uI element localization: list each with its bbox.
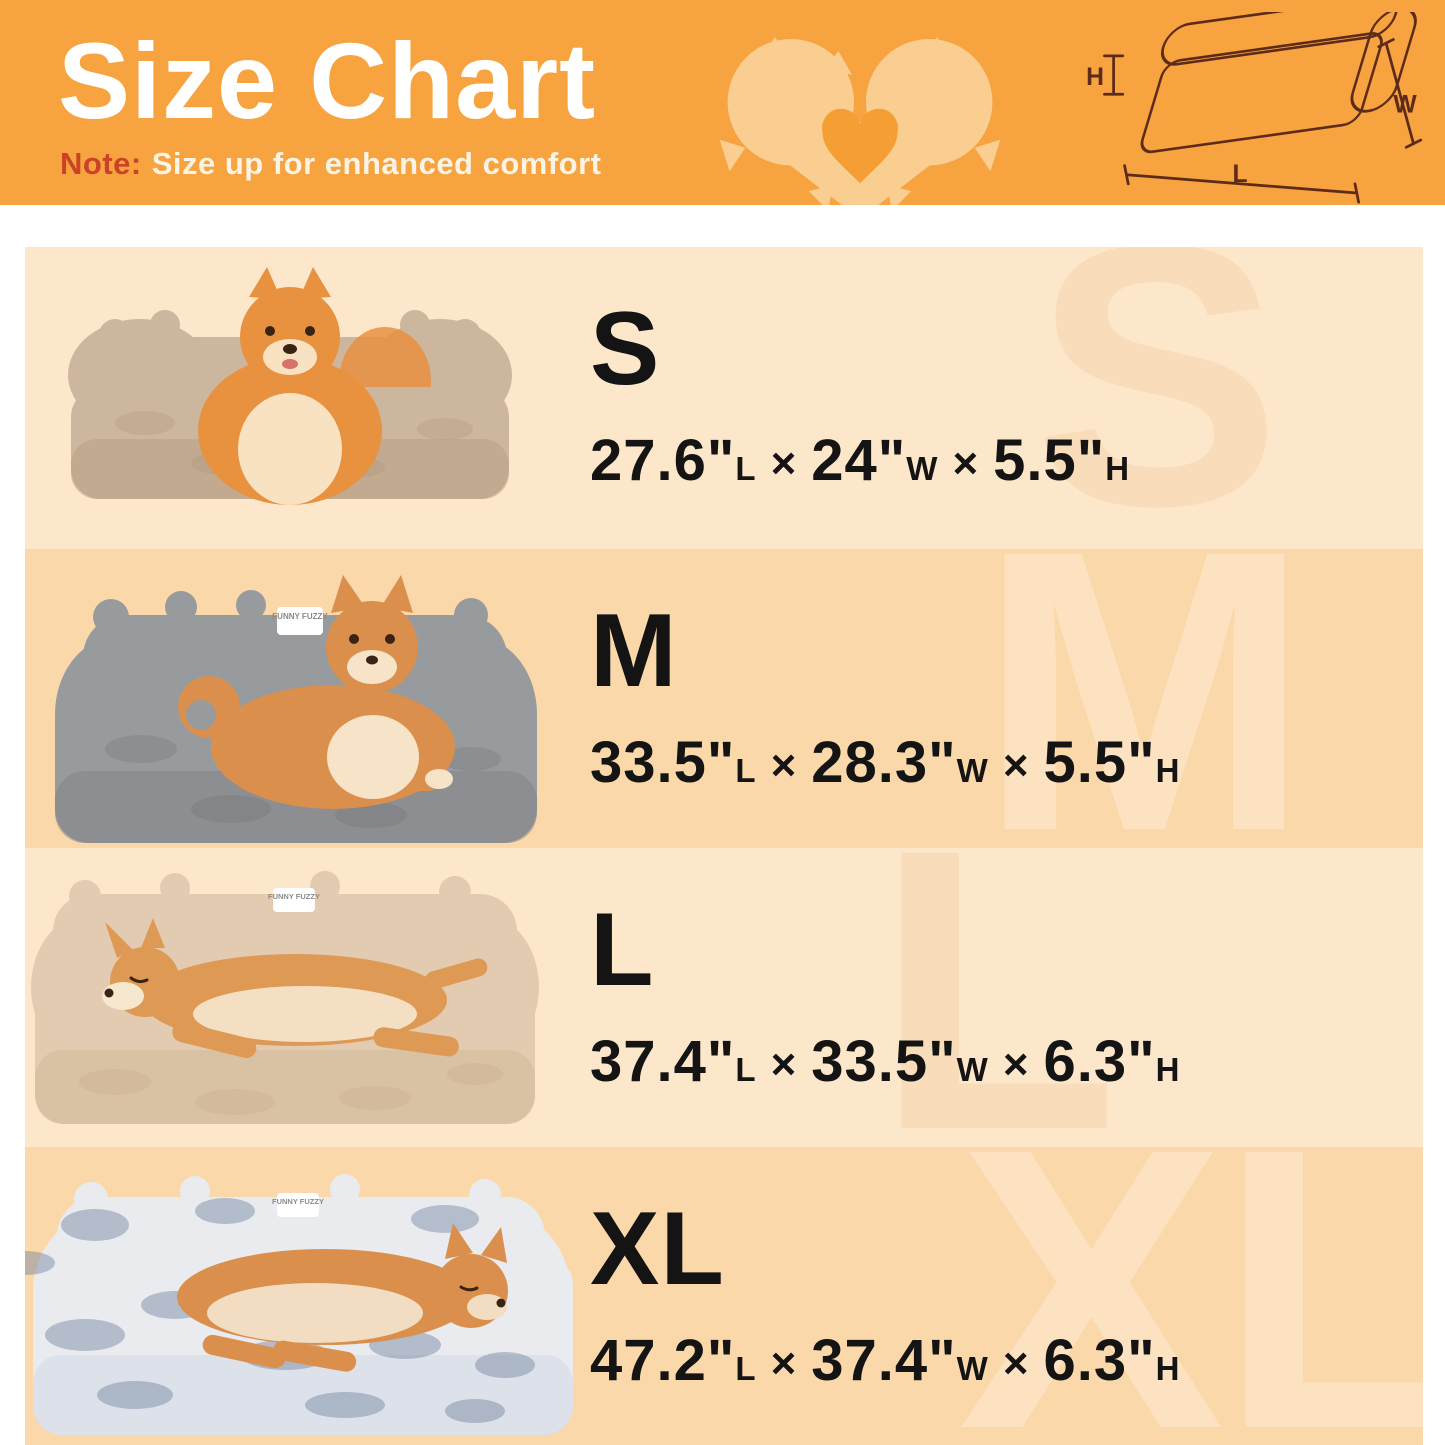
dimensions: 47.2"L × 37.4"W × 6.3"H xyxy=(590,1328,1181,1393)
fuzzy-heart-watermark xyxy=(719,37,1001,205)
size-info-xl: XL 47.2"L × 37.4"W × 6.3"H xyxy=(590,1197,1181,1394)
size-row-l: L FUNNY FUZZY xyxy=(25,848,1423,1147)
diagram-label-l: L xyxy=(1232,161,1247,188)
size-rows: S S xyxy=(25,247,1423,1445)
diagram-label-h: H xyxy=(1086,64,1104,91)
dimensions: 33.5"L × 28.3"W × 5.5"H xyxy=(590,730,1181,795)
size-label: M xyxy=(590,593,678,709)
size-row-s: S S xyxy=(25,247,1423,549)
size-row-xl: XL xyxy=(25,1147,1423,1445)
watermark-letter-m: M xyxy=(977,549,1311,848)
dimensions: 37.4"L × 33.5"W × 6.3"H xyxy=(590,1029,1181,1094)
size-info-s: S 27.6"L × 24"W × 5.5"H xyxy=(590,297,1130,494)
banner-note: Note: Size up for enhanced comfort xyxy=(60,146,602,182)
note-text: Size up for enhanced comfort xyxy=(151,146,602,181)
size-label: L xyxy=(590,892,655,1008)
size-row-m: M xyxy=(25,549,1423,848)
bed-photo-s-pomeranian xyxy=(68,267,512,505)
size-info-l: L 37.4"L × 33.5"W × 6.3"H xyxy=(590,898,1181,1095)
spacer xyxy=(0,205,1445,247)
diagram-label-w: W xyxy=(1393,92,1417,119)
sofa-dimension-diagram: H W L xyxy=(1086,12,1423,204)
size-label: S xyxy=(590,291,661,407)
banner: H W L Size Chart Note: Size up for enhanc… xyxy=(0,0,1445,205)
heart-icon xyxy=(822,108,898,184)
page-title: Size Chart xyxy=(58,20,597,141)
svg-text:FUNNY FUZZY: FUNNY FUZZY xyxy=(272,1197,324,1206)
watermark-letter-xl: XL xyxy=(957,1147,1423,1445)
bed-photo-xl-sleeping-dog: FUNNY FUZZY xyxy=(25,1174,573,1435)
dimensions: 27.6"L × 24"W × 5.5"H xyxy=(590,428,1131,493)
watermark-clip: S xyxy=(25,247,1423,549)
watermark-clip: XL xyxy=(25,1147,1423,1445)
note-label: Note: xyxy=(60,146,142,181)
watermark-clip: M xyxy=(25,549,1423,848)
watermark-letter-l: L xyxy=(874,848,1119,1147)
watermark-clip: L xyxy=(25,848,1423,1147)
watermark-letter-s: S xyxy=(1032,247,1281,549)
bed-photo-m-shiba: FUNNY FUZZY xyxy=(55,575,537,843)
size-info-m: M 33.5"L × 28.3"W × 5.5"H xyxy=(590,599,1181,796)
size-label: XL xyxy=(590,1191,725,1307)
svg-text:FUNNY FUZZY: FUNNY FUZZY xyxy=(268,892,320,901)
svg-text:FUNNY FUZZY: FUNNY FUZZY xyxy=(272,612,328,621)
bed-photo-l-sleeping-dog: FUNNY FUZZY xyxy=(31,871,539,1124)
